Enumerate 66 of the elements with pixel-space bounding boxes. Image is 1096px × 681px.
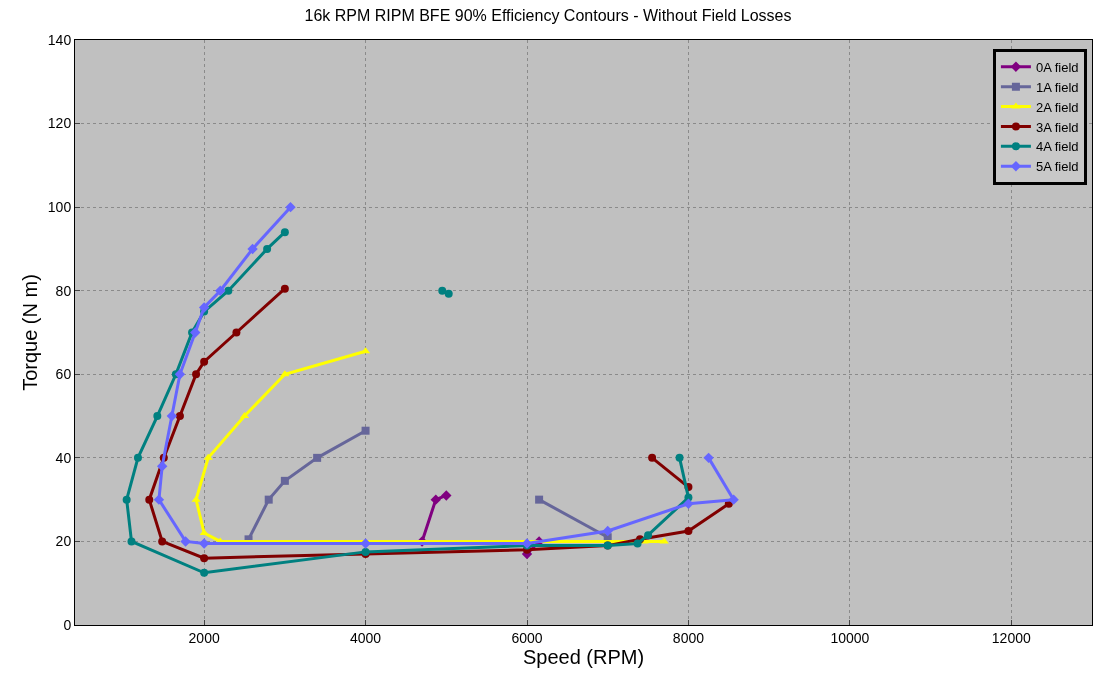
point [203, 453, 213, 460]
chart-title: 16k RPM RIPM BFE 90% Efficiency Contours - Without Field Losses [304, 7, 792, 25]
legend-label: 4A field [1035, 139, 1079, 155]
x-tick-label: 12000 [991, 629, 1031, 646]
point [683, 498, 694, 510]
point [133, 453, 142, 462]
point [200, 568, 209, 577]
y-tick-label: 100 [47, 199, 72, 216]
point [285, 201, 296, 213]
point [158, 537, 167, 546]
point [175, 412, 184, 421]
x-tick-label: 8000 [672, 629, 705, 646]
x-tick-label: 6000 [511, 629, 543, 646]
x-tick-label: 4000 [349, 629, 382, 646]
point [153, 494, 165, 505]
legend-label: 5A field [1035, 159, 1079, 175]
y-axis-title: Torque (N m) [19, 274, 42, 391]
point [127, 537, 136, 546]
point [602, 525, 613, 537]
point [264, 495, 273, 504]
point [280, 228, 289, 237]
point [280, 284, 289, 293]
point [441, 490, 452, 501]
point [174, 369, 186, 380]
point [263, 244, 272, 253]
y-tick-label: 80 [55, 282, 72, 299]
point [200, 554, 209, 563]
point [199, 529, 209, 536]
point [224, 286, 233, 295]
point [180, 536, 191, 547]
x-axis-title: Speed (RPM) [522, 645, 645, 668]
point [247, 243, 258, 255]
point [122, 495, 131, 504]
y-tick-label: 120 [47, 115, 72, 132]
point [280, 476, 289, 485]
point [166, 410, 178, 422]
point [728, 494, 739, 505]
point [535, 495, 544, 504]
y-tick-label: 20 [55, 533, 72, 550]
x-tick-label: 2000 [188, 629, 220, 646]
y-tick-label: 40 [55, 449, 72, 466]
legend-label: 0A field [1035, 59, 1079, 75]
point [232, 328, 241, 337]
point [198, 302, 210, 313]
legend-label: 2A field [1035, 99, 1079, 115]
point [190, 327, 201, 338]
x-tick-label: 10000 [830, 629, 870, 646]
point [313, 453, 322, 462]
point [156, 461, 168, 472]
y-tick-label: 140 [47, 31, 72, 48]
point [200, 357, 209, 366]
point [430, 494, 441, 505]
y-tick-label: 0 [63, 616, 72, 633]
legend-label: 1A field [1035, 79, 1079, 95]
point [633, 539, 642, 548]
point [361, 426, 370, 435]
point [684, 526, 693, 535]
point [153, 412, 162, 421]
y-tick-label: 60 [55, 366, 72, 383]
point [191, 495, 201, 502]
point [145, 495, 154, 504]
point [192, 370, 201, 379]
point [215, 285, 226, 296]
point [644, 531, 653, 540]
legend-label: 3A field [1035, 119, 1079, 135]
point [703, 452, 714, 464]
